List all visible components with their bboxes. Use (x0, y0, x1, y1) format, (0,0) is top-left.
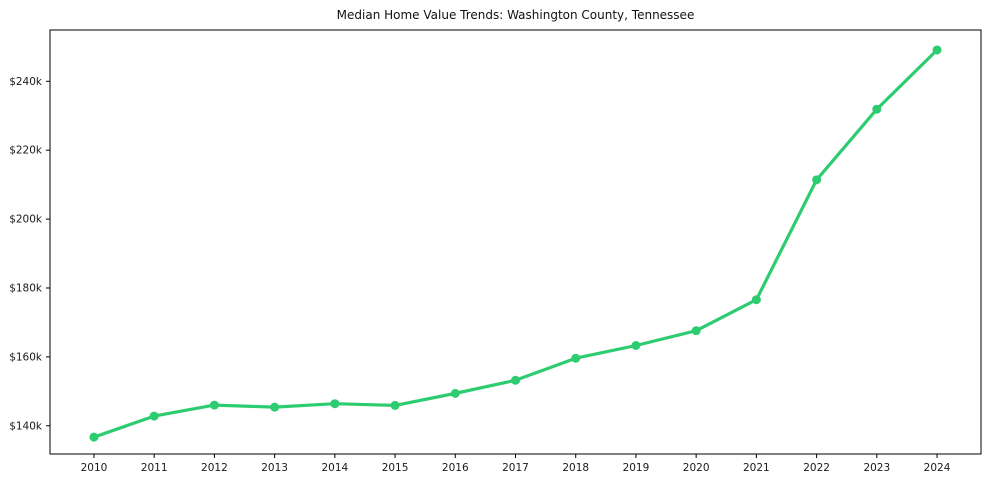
x-tick-label: 2016 (442, 462, 469, 474)
x-tick-label: 2014 (321, 462, 348, 474)
data-point-2022 (812, 175, 822, 185)
x-tick-label: 2020 (683, 462, 710, 474)
y-tick-label: $200k (9, 214, 43, 226)
data-point-2020 (691, 326, 701, 336)
y-tick-label: $180k (9, 282, 43, 294)
y-tick-label: $140k (9, 420, 43, 432)
chart-title: Median Home Value Trends: Washington Cou… (336, 8, 695, 22)
plot-border (49, 29, 982, 455)
y-tick-label: $160k (9, 351, 43, 363)
x-tick-label: 2019 (623, 462, 650, 474)
data-point-2017 (511, 375, 520, 385)
data-point-2018 (571, 353, 581, 363)
data-point-2023 (872, 104, 882, 114)
x-tick-label: 2012 (201, 462, 228, 474)
data-point-2021 (751, 295, 761, 305)
data-point-2012 (209, 400, 219, 410)
data-point-2019 (631, 341, 641, 351)
data-point-2014 (330, 399, 340, 409)
data-point-2013 (270, 402, 280, 412)
x-tick-label: 2023 (863, 462, 890, 474)
x-tick-label: 2021 (743, 462, 770, 474)
x-tick-label: 2015 (382, 462, 409, 474)
data-point-2015 (390, 400, 400, 410)
x-tick-label: 2013 (261, 462, 288, 474)
data-point-2011 (149, 411, 159, 421)
data-point-2024 (932, 45, 942, 55)
data-point-2010 (89, 432, 99, 442)
y-tick-label: $220k (9, 145, 43, 157)
x-tick-label: 2010 (81, 462, 108, 474)
data-point-2016 (450, 388, 460, 398)
x-tick-label: 2018 (562, 462, 589, 474)
x-tick-label: 2017 (502, 462, 529, 474)
x-tick-label: 2022 (803, 462, 830, 474)
x-tick-label: 2011 (141, 462, 168, 474)
x-tick-label: 2024 (924, 462, 951, 474)
y-tick-label: $240k (9, 76, 43, 88)
